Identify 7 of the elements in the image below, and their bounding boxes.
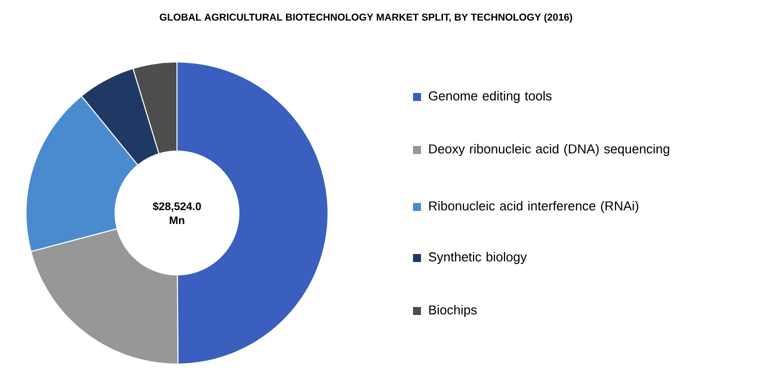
legend-label: Deoxy ribonucleic acid (DNA) sequencing <box>429 144 670 156</box>
text: $28,524.0 Mn <box>152 202 201 224</box>
legend-label: Synthetic biology <box>428 252 527 264</box>
legend-label: Ribonucleic acid interference (RNAi) <box>429 200 638 214</box>
legend-label: Genome editing tools <box>428 90 552 104</box>
legend-label: Biochips <box>429 304 477 318</box>
chart-title: GLOBAL AGRICULTURAL BIOTECHNOLOGY MARKET SPLIT, BY TECHNOLOGY (2016) <box>160 13 572 23</box>
